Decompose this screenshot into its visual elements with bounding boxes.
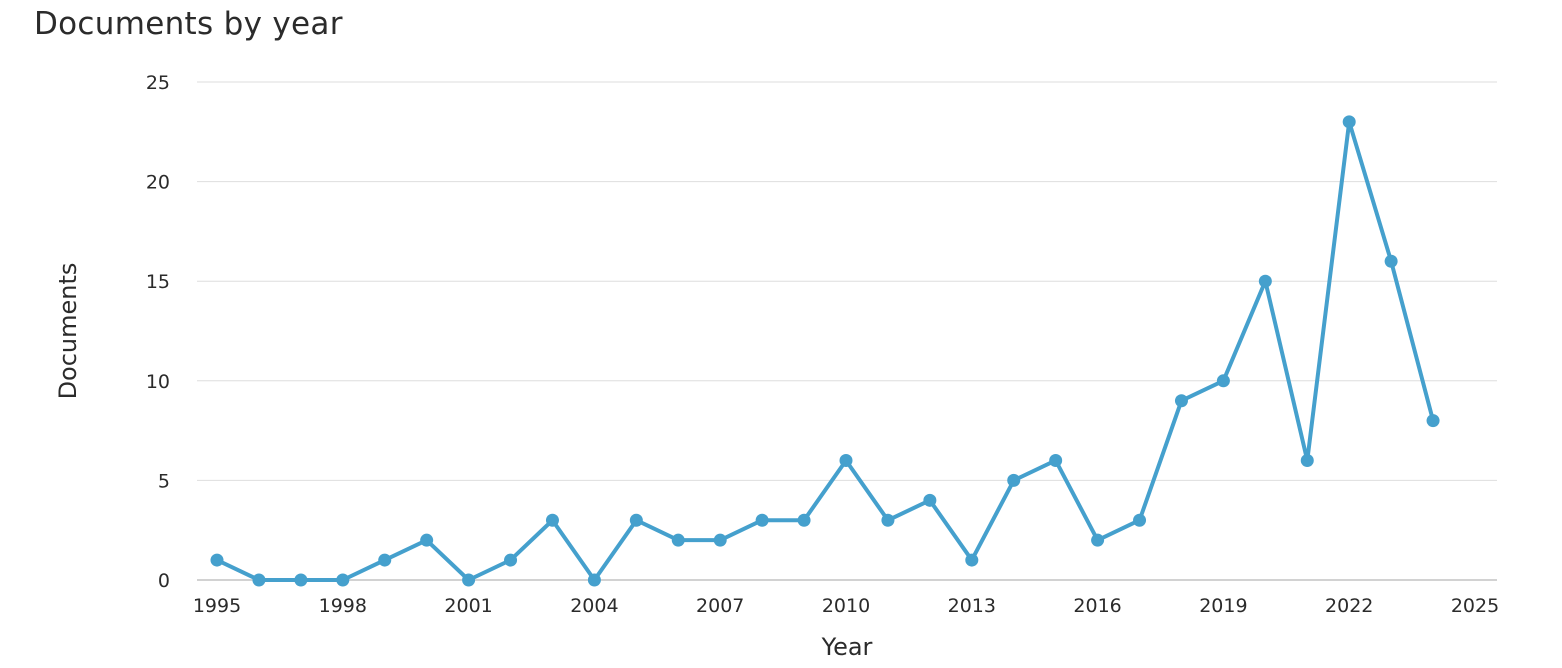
y-tick-label: 5 [158, 470, 170, 492]
data-point[interactable] [797, 513, 811, 527]
data-point[interactable] [210, 553, 224, 567]
x-tick-label: 2019 [1199, 595, 1247, 617]
data-point[interactable] [1342, 115, 1356, 129]
data-point[interactable] [881, 513, 895, 527]
y-axis-ticks: 0 5 10 15 20 25 [146, 72, 170, 592]
data-point[interactable] [713, 533, 727, 547]
data-point[interactable] [1216, 374, 1230, 388]
data-point[interactable] [923, 493, 937, 507]
y-tick-label: 25 [146, 72, 170, 94]
data-point[interactable] [671, 533, 685, 547]
data-point[interactable] [1174, 394, 1188, 408]
data-point[interactable] [1384, 254, 1398, 268]
y-tick-label: 20 [146, 172, 170, 194]
chart-title: Documents by year [34, 6, 343, 42]
x-tick-label: 2013 [948, 595, 996, 617]
x-axis-title: Year [821, 633, 873, 661]
y-tick-label: 0 [158, 570, 170, 592]
data-point[interactable] [420, 533, 434, 547]
data-point[interactable] [1133, 513, 1147, 527]
x-tick-label: 2025 [1451, 595, 1499, 617]
x-tick-label: 1995 [193, 595, 241, 617]
x-tick-label: 1998 [319, 595, 367, 617]
y-tick-label: 15 [146, 271, 170, 293]
data-point[interactable] [587, 573, 601, 587]
data-point[interactable] [1049, 453, 1063, 467]
data-point[interactable] [336, 573, 350, 587]
data-point[interactable] [1091, 533, 1105, 547]
x-tick-label: 2016 [1073, 595, 1121, 617]
data-point[interactable] [755, 513, 769, 527]
x-tick-label: 2010 [822, 595, 870, 617]
x-tick-label: 2022 [1325, 595, 1373, 617]
data-point[interactable] [965, 553, 979, 567]
y-tick-label: 10 [146, 371, 170, 393]
x-tick-label: 2004 [570, 595, 618, 617]
x-tick-label: 2001 [444, 595, 492, 617]
series-layer [210, 115, 1440, 587]
data-point[interactable] [629, 513, 643, 527]
grid-lines [197, 81, 1497, 581]
data-point[interactable] [1258, 274, 1272, 288]
y-axis-title: Documents [54, 263, 82, 400]
data-point[interactable] [294, 573, 308, 587]
data-point[interactable] [378, 553, 392, 567]
data-point[interactable] [839, 453, 853, 467]
series-line [215, 119, 1436, 582]
x-tick-label: 2007 [696, 595, 744, 617]
data-point[interactable] [1007, 473, 1021, 487]
data-point[interactable] [252, 573, 266, 587]
data-point[interactable] [545, 513, 559, 527]
data-point[interactable] [1300, 453, 1314, 467]
data-point[interactable] [462, 573, 476, 587]
data-point[interactable] [504, 553, 518, 567]
data-point[interactable] [1426, 414, 1440, 428]
x-axis-ticks: 1995 1998 2001 2004 2007 2010 2013 2016 2019 2022… [193, 595, 1499, 617]
